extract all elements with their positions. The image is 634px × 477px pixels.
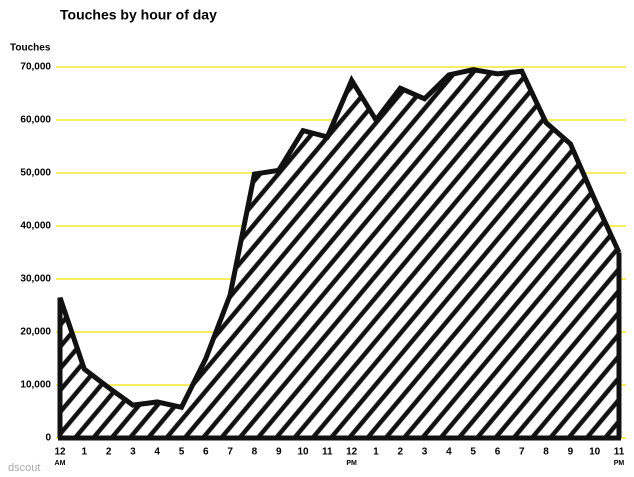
y-tick-label: 40,000 [20, 221, 51, 232]
x-tick-label: 1 [373, 447, 379, 458]
x-tick-label: 5 [470, 447, 476, 458]
x-tick-label: 12 [346, 447, 358, 458]
x-tick-label: 8 [543, 447, 549, 458]
y-axis-label: Touches [10, 43, 51, 54]
x-tick-sublabel: AM [55, 460, 66, 467]
y-tick-label: 50,000 [20, 168, 51, 179]
source-watermark: dscout [8, 462, 40, 474]
x-tick-label: 5 [179, 447, 185, 458]
area-fill [60, 69, 619, 439]
y-tick-label: 10,000 [20, 380, 51, 391]
x-tick-label: 10 [589, 447, 601, 458]
x-tick-label: 6 [495, 447, 501, 458]
x-tick-label: 2 [106, 447, 112, 458]
x-tick-label: 11 [322, 447, 333, 458]
x-tick-label: 9 [276, 447, 282, 458]
y-tick-label: 20,000 [20, 327, 51, 338]
x-tick-label: 9 [568, 447, 574, 458]
x-tick-label: 6 [203, 447, 209, 458]
x-tick-label: 7 [519, 447, 525, 458]
x-tick-label: 4 [154, 447, 160, 458]
x-tick-label: 12 [54, 447, 66, 458]
x-tick-sublabel: PM [346, 460, 357, 467]
y-tick-label: 60,000 [20, 115, 51, 126]
y-tick-label: 70,000 [20, 62, 51, 73]
area-line [57, 67, 622, 411]
x-tick-label: 3 [422, 447, 428, 458]
y-tick-label: 30,000 [20, 274, 51, 285]
x-tick-label: 8 [252, 447, 258, 458]
x-tick-label: 11 [614, 447, 625, 458]
x-tick-label: 4 [446, 447, 452, 458]
x-tick-label: 2 [397, 447, 403, 458]
x-tick-label: 3 [130, 447, 136, 458]
x-tick-label: 10 [297, 447, 309, 458]
y-tick-label: 0 [45, 433, 51, 444]
x-tick-label: 7 [227, 447, 233, 458]
x-tick-sublabel: PM [614, 460, 625, 467]
x-tick-label: 1 [82, 447, 88, 458]
chart-title: Touches by hour of day [60, 7, 217, 23]
